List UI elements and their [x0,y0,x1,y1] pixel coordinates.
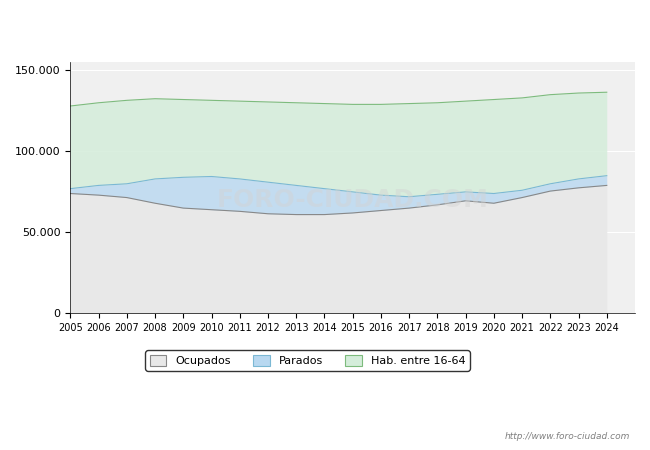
Text: http://www.foro-ciudad.com: http://www.foro-ciudad.com [505,432,630,441]
Legend: Ocupados, Parados, Hab. entre 16-64: Ocupados, Parados, Hab. entre 16-64 [146,351,470,371]
Text: FORO-CIUDAD.COM: FORO-CIUDAD.COM [216,189,489,212]
Text: Sabadell - Evolucion de la poblacion en edad de Trabajar Septiembre de 2024: Sabadell - Evolucion de la poblacion en … [25,26,625,39]
